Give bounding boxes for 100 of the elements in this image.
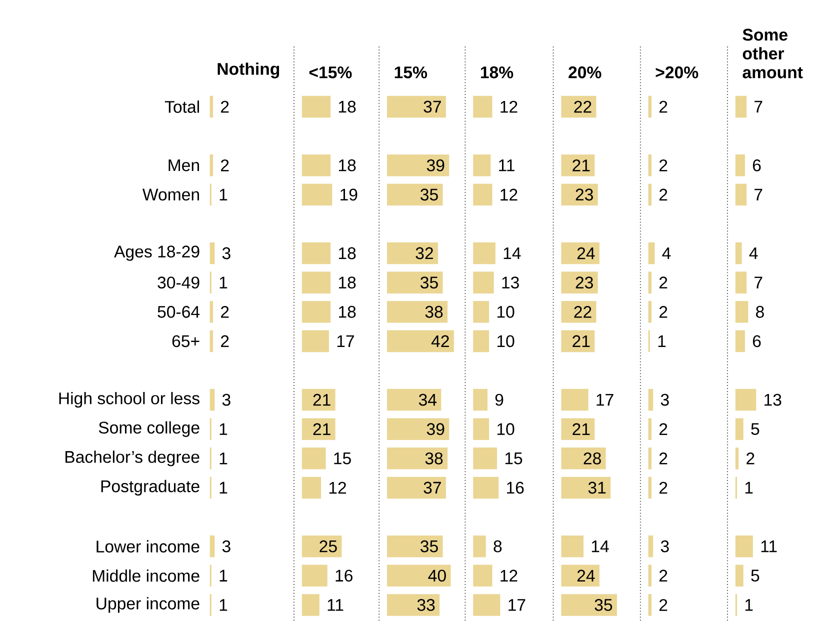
bar — [302, 96, 331, 118]
bar — [735, 184, 747, 206]
data-label: 1 — [220, 423, 228, 435]
data-label: 2 — [221, 100, 229, 113]
data-label: 28 — [584, 452, 601, 464]
bar — [735, 564, 744, 586]
chart-title: >20% — [656, 66, 698, 78]
data-label: 2 — [659, 276, 668, 288]
bar — [735, 154, 745, 176]
bar — [387, 242, 438, 264]
bar — [473, 388, 488, 411]
bar — [387, 594, 440, 616]
data-label: 35 — [594, 598, 612, 611]
bar — [735, 447, 739, 470]
data-label: 38 — [425, 452, 443, 464]
data-label: 21 — [572, 423, 590, 435]
data-label: 3 — [660, 540, 669, 552]
data-label: 1 — [220, 276, 228, 288]
y-tick-label: 50-64 — [158, 306, 200, 318]
data-label: 5 — [751, 423, 760, 435]
data-label: 2 — [221, 335, 229, 348]
data-label: 2 — [659, 423, 668, 435]
bar — [561, 594, 617, 616]
data-label: 1 — [220, 452, 228, 464]
data-label: 2 — [659, 188, 668, 200]
chart-title: 15% — [394, 66, 428, 78]
data-label: 12 — [500, 188, 518, 200]
bar — [561, 300, 596, 323]
bar — [473, 447, 498, 470]
bar — [302, 564, 328, 586]
data-label: 2 — [659, 159, 668, 172]
bar — [387, 184, 443, 206]
data-label: 11 — [499, 159, 514, 172]
chart-title: Some other amount — [742, 28, 803, 78]
data-label: 3 — [222, 247, 230, 260]
bar — [561, 447, 606, 470]
data-label: 16 — [336, 570, 352, 582]
data-label: 18 — [338, 247, 356, 260]
y-tick-label: Some college — [98, 421, 200, 437]
bar — [473, 330, 490, 352]
y-tick-label: 65+ — [172, 335, 200, 348]
bar — [561, 272, 598, 294]
bar — [561, 564, 600, 586]
data-label: 15 — [334, 452, 351, 464]
bar — [561, 154, 595, 176]
bar — [473, 564, 492, 586]
data-label: 1 — [220, 570, 228, 582]
data-label: 6 — [752, 335, 761, 348]
data-label: 18 — [338, 276, 356, 288]
data-label: 13 — [764, 394, 782, 406]
data-label: 10 — [497, 306, 514, 318]
text: Nothing — [218, 62, 280, 78]
y-tick-label: Upper income — [96, 597, 200, 613]
y-tick-label: Men — [168, 159, 199, 172]
data-label: 22 — [574, 306, 592, 318]
data-label: 1 — [220, 188, 228, 200]
data-label: 1 — [220, 599, 228, 611]
data-label: 11 — [761, 540, 777, 552]
data-label: 3 — [222, 394, 230, 406]
bar — [473, 154, 491, 176]
bar — [387, 535, 443, 558]
data-label: 25 — [320, 540, 337, 552]
data-label: 31 — [588, 482, 606, 494]
y-tick-label: Middle income — [92, 569, 200, 582]
data-label: 39 — [426, 159, 444, 172]
data-label: 17 — [508, 599, 526, 611]
bar — [387, 388, 442, 411]
data-label: 37 — [424, 482, 441, 494]
chart-title: <15% — [309, 66, 352, 78]
y-tick-label: Women — [142, 188, 199, 200]
data-label: 40 — [428, 570, 446, 582]
bar — [561, 476, 611, 499]
y-tick-label: Ages 18-29 — [114, 246, 200, 261]
bar — [387, 418, 450, 440]
data-label: 12 — [500, 100, 518, 113]
bar — [387, 154, 450, 176]
bar — [387, 272, 443, 294]
y-tick-label: High school or less — [59, 392, 200, 408]
data-label: 10 — [497, 423, 514, 436]
data-label: 1 — [745, 482, 753, 494]
bar — [473, 476, 499, 499]
bar — [735, 272, 747, 294]
data-label: 23 — [576, 188, 593, 201]
bar — [473, 96, 492, 118]
data-label: 21 — [572, 335, 590, 348]
bar — [473, 184, 492, 206]
data-label: 8 — [494, 540, 502, 552]
chart-title: 18% — [480, 66, 514, 78]
data-label: 24 — [577, 247, 595, 260]
data-label: 18 — [338, 100, 356, 113]
data-label: 34 — [418, 394, 437, 406]
bar — [387, 96, 446, 118]
bar — [561, 535, 584, 558]
data-label: 7 — [754, 188, 762, 200]
bar — [302, 594, 320, 616]
data-label: 37 — [424, 100, 441, 113]
y-tick-label: Total — [164, 100, 199, 113]
bar — [387, 300, 448, 323]
data-label: 6 — [752, 159, 761, 172]
data-label: 35 — [420, 188, 438, 201]
